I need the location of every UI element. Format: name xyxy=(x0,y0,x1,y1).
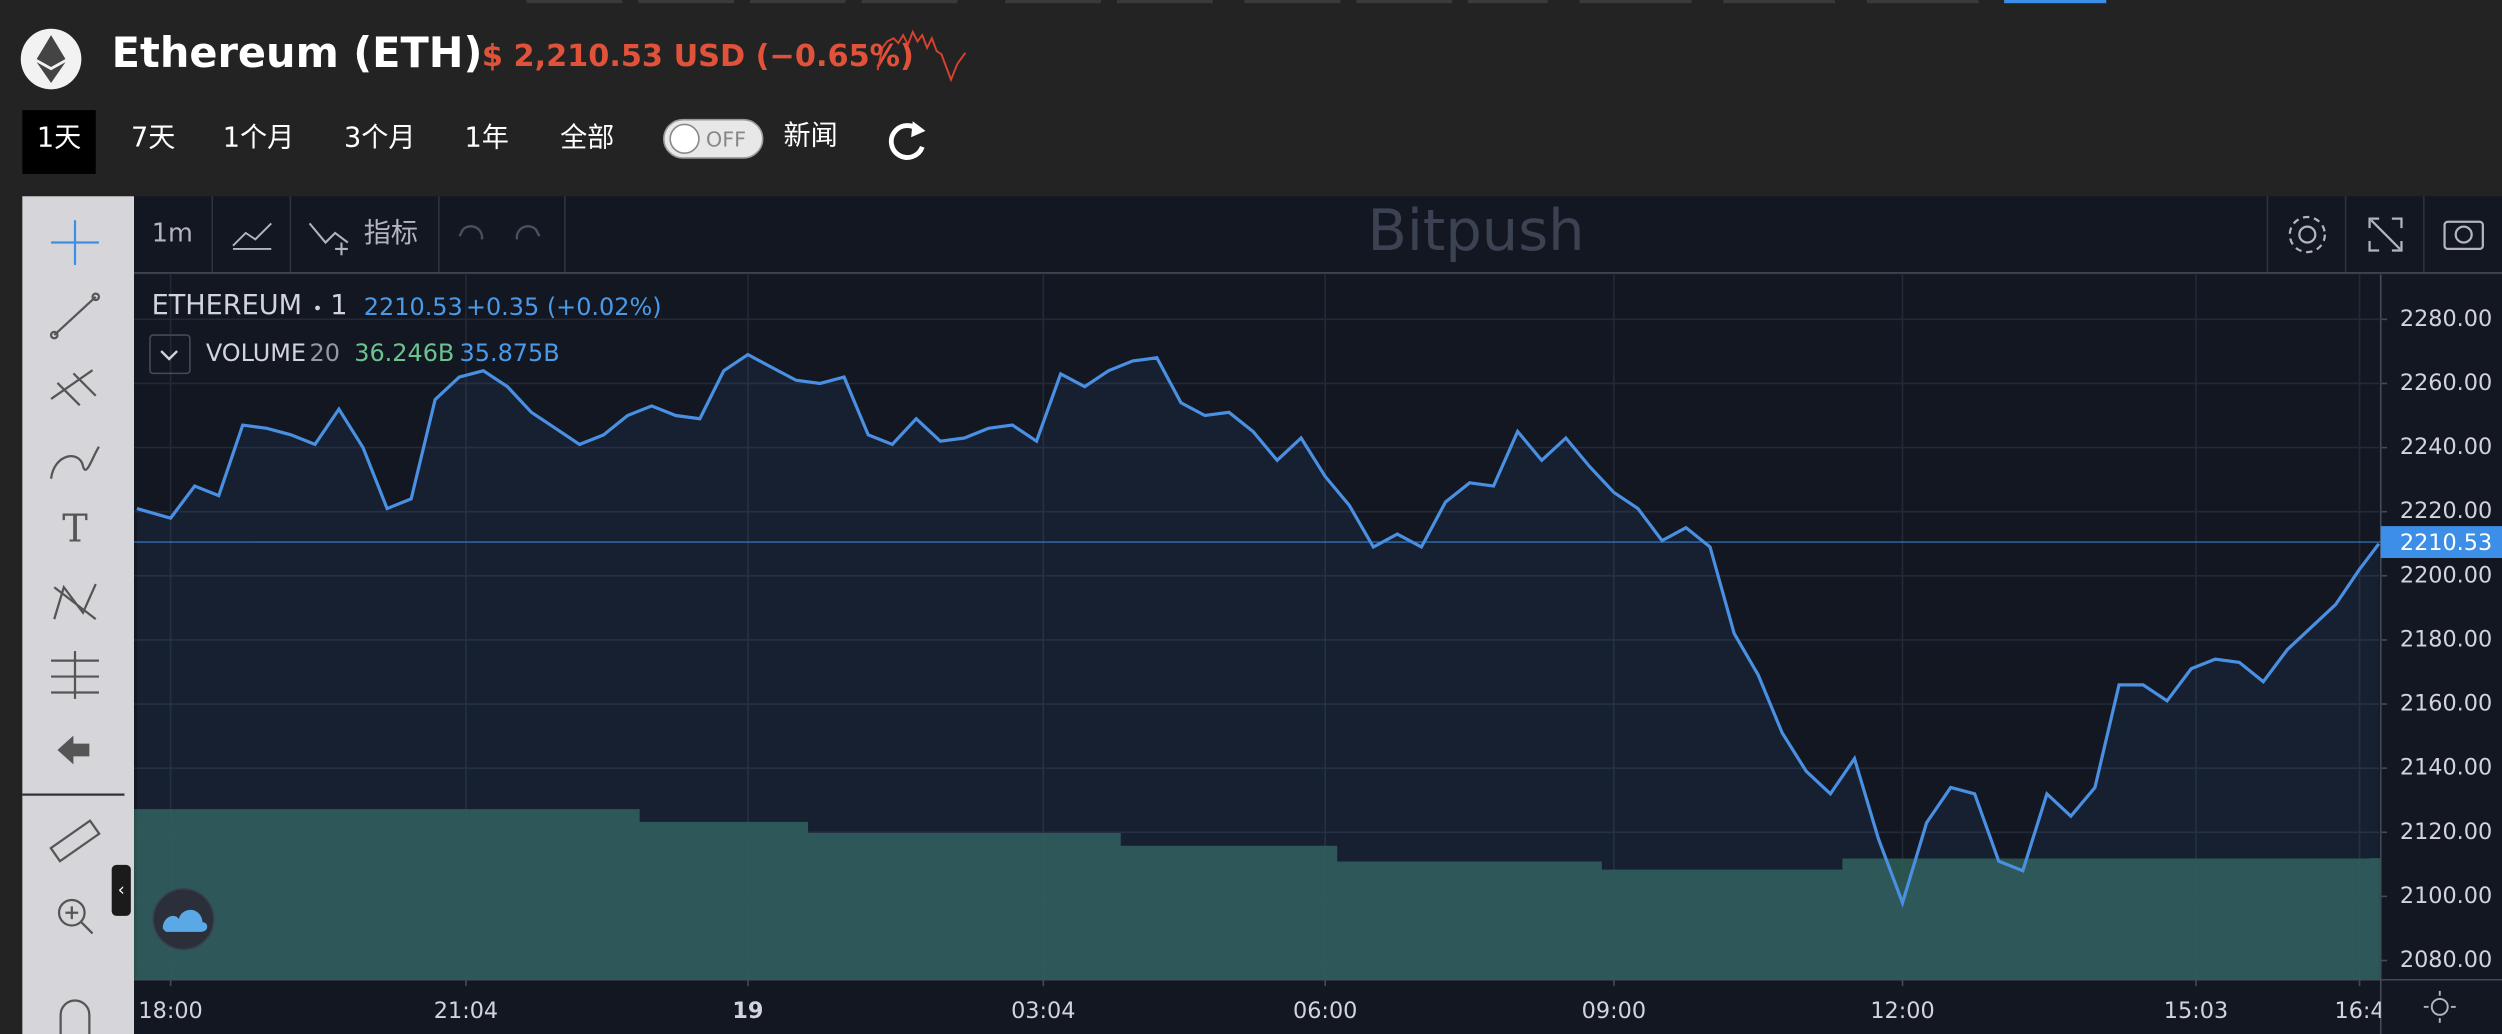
indicator-icon[interactable] xyxy=(308,222,349,256)
bitpush-badge[interactable] xyxy=(152,887,215,951)
magnet-tool[interactable] xyxy=(59,999,91,1034)
coin-title: Ethereum (ETH) xyxy=(112,28,483,77)
time-axis-bg xyxy=(134,979,2502,1034)
watermark: Bitpush xyxy=(1367,197,1584,264)
y-tick-label: 2240.00 xyxy=(2400,434,2492,460)
price-line xyxy=(136,352,2381,908)
snapshot-button[interactable] xyxy=(2443,220,2484,251)
collapse-icon: ‹ xyxy=(118,880,125,900)
y-tick-label: 2260.00 xyxy=(2400,370,2492,396)
collapse-handle[interactable] xyxy=(111,864,131,916)
toolbar-right-icons xyxy=(2288,215,2484,254)
y-tick-label: 2200.00 xyxy=(2400,562,2492,588)
ruler-tool[interactable] xyxy=(49,819,101,863)
legend-symbol: ETHEREUM xyxy=(152,290,302,321)
tab-selected-bg xyxy=(22,110,96,174)
header-bg xyxy=(0,0,2502,197)
fib-tool[interactable] xyxy=(50,369,97,407)
last-price-tag xyxy=(2380,526,2502,559)
price-axis-bg xyxy=(2380,274,2502,1034)
undo-redo[interactable] xyxy=(458,225,541,240)
legend-interval: 1 xyxy=(330,290,347,321)
axis-settings-button[interactable] xyxy=(2423,990,2456,1023)
volume-value: 36.246B xyxy=(354,339,454,367)
volume-length: 20 xyxy=(310,339,340,367)
y-tick-label: 2220.00 xyxy=(2400,498,2492,524)
indicators-button[interactable]: 指标 xyxy=(364,218,418,249)
chart-toolbar xyxy=(134,196,2502,273)
x-tick-label: 09:00 xyxy=(1582,998,1646,1024)
y-tick-label: 2140.00 xyxy=(2400,755,2492,781)
legend-dot xyxy=(315,305,320,311)
chart-type-button[interactable] xyxy=(232,222,272,250)
last-price-label: 2210.53 xyxy=(2400,530,2492,556)
measure-tool[interactable] xyxy=(51,651,99,699)
volume-name: VOLUME xyxy=(206,339,306,367)
range-tab[interactable]: 1个月 xyxy=(223,122,294,153)
legend-change: +0.35 (+0.02%) xyxy=(466,293,662,321)
x-tick-label: 21:04 xyxy=(434,998,498,1024)
text-tool[interactable]: T xyxy=(62,506,88,551)
eth-logo xyxy=(20,28,82,90)
line-tool[interactable] xyxy=(49,292,101,340)
volume-ma: 35.875B xyxy=(460,339,560,367)
refresh-button[interactable] xyxy=(888,121,926,160)
pattern-tool[interactable] xyxy=(53,583,97,621)
settings-button[interactable] xyxy=(2288,215,2326,254)
y-tick-label: 2280.00 xyxy=(2400,306,2492,332)
top-tabs-strip xyxy=(526,0,2107,4)
x-tick-label: 12:00 xyxy=(1870,998,1934,1024)
range-tab[interactable]: 1天 xyxy=(37,122,81,153)
range-tabs: 1天 7天 1个月 3个月 1年 全部 xyxy=(37,122,614,153)
x-tick-label: 16:4 xyxy=(2334,998,2384,1024)
x-tick-label: 15:03 xyxy=(2164,998,2228,1024)
volume-area xyxy=(134,809,2381,980)
y-tick-label: 2120.00 xyxy=(2400,819,2492,845)
toolbar-separators xyxy=(134,196,2502,274)
x-labels: 18:00 21:04 19 03:04 06:00 09:00 12:00 15:03 16:… xyxy=(138,998,2384,1024)
range-tab[interactable]: 3个月 xyxy=(344,122,415,153)
fullscreen-button[interactable] xyxy=(2368,217,2403,252)
toggle-label: OFF xyxy=(706,127,746,151)
toggle[interactable]: OFF xyxy=(662,118,764,159)
legend-collapse[interactable] xyxy=(149,334,191,375)
plot-layer xyxy=(134,352,2381,980)
news-link[interactable]: 新闻 xyxy=(783,121,837,152)
x-tick-label: 18:00 xyxy=(138,998,202,1024)
y-tick-label: 2180.00 xyxy=(2400,626,2492,652)
y-tick-label: 2160.00 xyxy=(2400,691,2492,717)
legend-price: 2210.53 xyxy=(364,293,463,321)
brush-tool[interactable] xyxy=(49,446,100,479)
crosshair-tool[interactable] xyxy=(51,220,99,265)
range-tab[interactable]: 全部 xyxy=(560,122,614,153)
range-tab[interactable]: 1年 xyxy=(464,122,508,153)
price-area xyxy=(136,354,2379,980)
x-tick-label: 03:04 xyxy=(1011,998,1075,1024)
sparkline xyxy=(876,29,967,83)
zoom-tool[interactable] xyxy=(57,898,94,935)
chevron xyxy=(160,350,178,361)
x-tick-label: 06:00 xyxy=(1293,998,1357,1024)
coin-price: $ 2,210.53 USD (−0.65%) xyxy=(482,39,914,74)
y-tick-label: 2100.00 xyxy=(2400,883,2492,909)
x-tick-label: 19 xyxy=(732,998,763,1024)
range-tab[interactable]: 7天 xyxy=(131,122,175,153)
interval-button[interactable]: 1m xyxy=(152,219,193,249)
y-tick-label: 2080.00 xyxy=(2400,947,2492,973)
axes: 2080.00 2100.00 2120.00 2140.00 2160.00 2180.… xyxy=(169,306,2502,987)
